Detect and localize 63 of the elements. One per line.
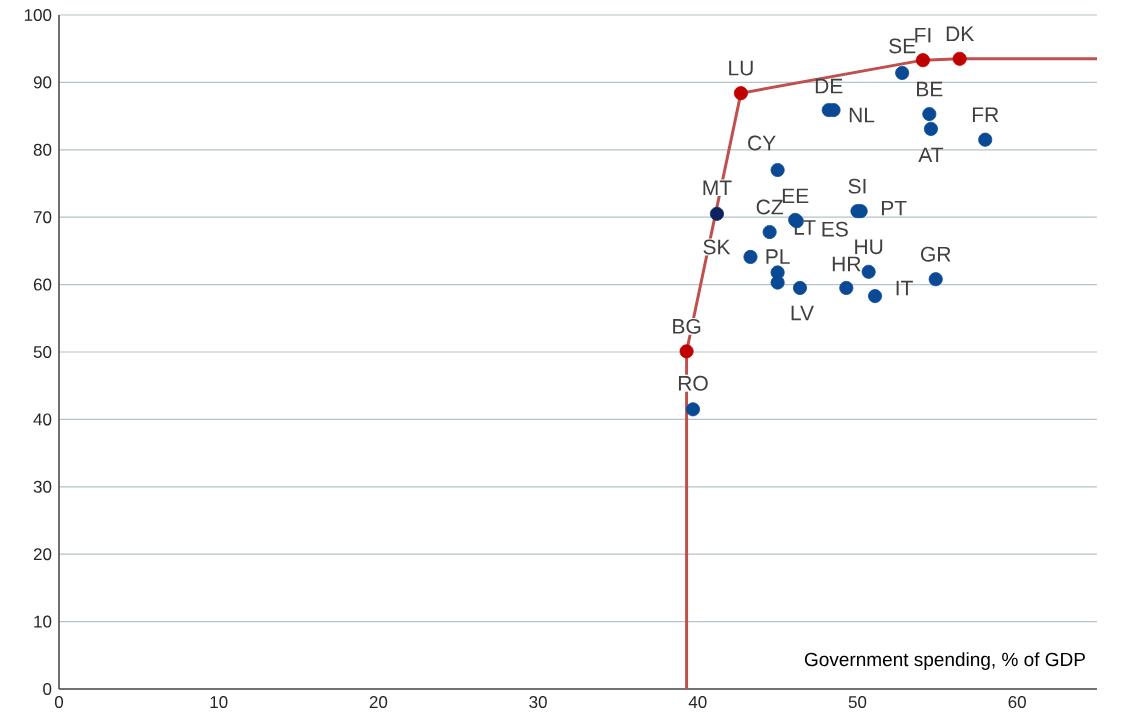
- y-tick-label: 30: [33, 480, 52, 493]
- x-tick-label: 20: [369, 696, 388, 709]
- annotation: DK: [946, 26, 975, 42]
- annotation: BE: [917, 81, 943, 97]
- annotation: PT: [881, 200, 907, 216]
- point: [923, 121, 938, 136]
- y-tick-label: 60: [33, 278, 52, 291]
- annotation: HU: [855, 239, 883, 255]
- x-tick-label: 40: [688, 696, 707, 709]
- annotation: EE: [782, 188, 809, 204]
- point: [770, 275, 785, 290]
- y-tick-label: 100: [24, 8, 52, 21]
- point: [978, 132, 993, 147]
- point: [743, 249, 758, 264]
- annotation: PL: [766, 249, 790, 264]
- point: [679, 344, 694, 359]
- annotation: AT: [918, 147, 944, 163]
- annotation: ES: [822, 221, 848, 237]
- point: [839, 280, 854, 295]
- y-tick-label: 20: [33, 548, 52, 561]
- point: [952, 51, 967, 66]
- y-tick-label: 0: [43, 682, 52, 696]
- x-tick-label: 10: [210, 696, 228, 709]
- annotation: SE: [889, 38, 916, 54]
- annotation: DE: [815, 78, 843, 94]
- annotation: LV: [791, 305, 814, 321]
- x-tick-label: 50: [848, 696, 867, 709]
- annotation: IT: [896, 280, 913, 296]
- annotation: RO: [678, 375, 708, 391]
- x-tick-label: 60: [1008, 696, 1026, 709]
- annotation: NL: [849, 107, 875, 123]
- point: [709, 206, 724, 221]
- point: [928, 272, 943, 287]
- annotation: SK: [703, 239, 731, 255]
- annotation: BG: [673, 318, 701, 334]
- point: [895, 65, 910, 80]
- point: [861, 264, 876, 279]
- point: [922, 107, 937, 122]
- point: [792, 280, 807, 295]
- point: [868, 289, 883, 304]
- annotation: GR: [921, 246, 951, 262]
- x-axis-title: Government spending, % of GDP: [804, 652, 1085, 670]
- point: [685, 402, 700, 417]
- point: [915, 53, 930, 68]
- y-tick-label: 10: [34, 615, 52, 628]
- y-tick-label: 90: [33, 76, 52, 89]
- annotation: FI: [915, 27, 931, 43]
- x-tick-label: 30: [529, 696, 547, 709]
- annotation: CZ: [756, 199, 783, 215]
- annotation: FR: [972, 107, 999, 122]
- annotation: LU: [729, 60, 753, 76]
- y-tick-label: 80: [33, 143, 52, 156]
- annotation: CY: [748, 135, 776, 151]
- annotation: MT: [703, 180, 732, 196]
- y-tick-label: 50: [33, 345, 52, 358]
- point: [770, 163, 785, 178]
- annotation: SI: [848, 178, 866, 194]
- y-tick-label: 40: [33, 413, 52, 426]
- y-tick-label: 70: [33, 211, 52, 224]
- point: [733, 86, 748, 101]
- point: [762, 225, 777, 240]
- annotation: HR: [832, 256, 861, 272]
- x-tick-label: 0: [54, 696, 64, 709]
